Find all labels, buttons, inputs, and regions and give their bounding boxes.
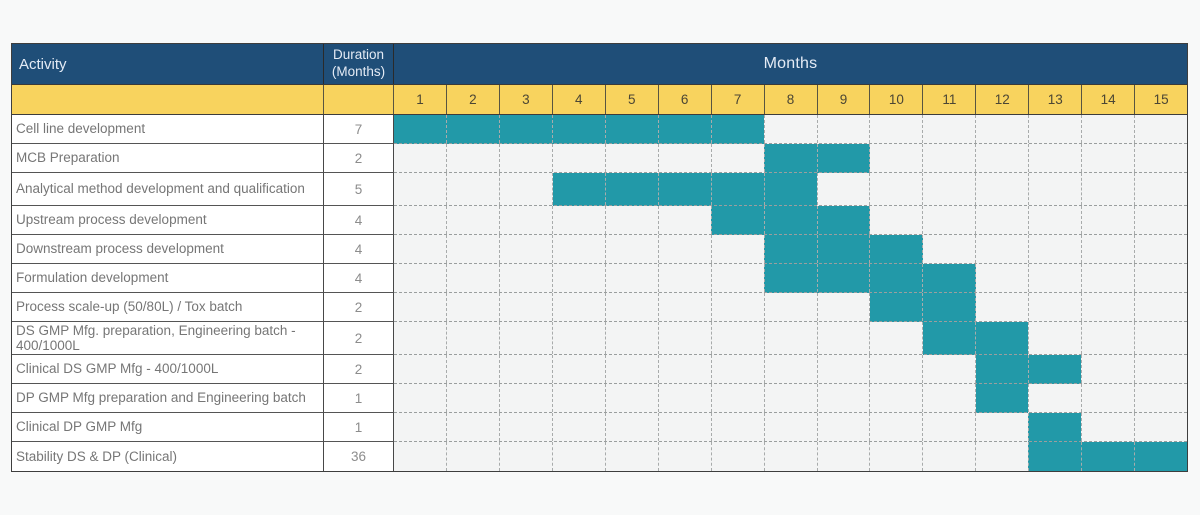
- duration-value: 4: [324, 235, 394, 264]
- month-header-cell: 6: [659, 85, 712, 114]
- header-activity: Activity: [12, 44, 324, 84]
- duration-value: 7: [324, 115, 394, 144]
- month-header-cell: 1: [394, 85, 447, 114]
- table-row: Formulation development 4: [12, 264, 1187, 293]
- month-header-cell: 14: [1082, 85, 1136, 114]
- gantt-bar: [552, 173, 817, 206]
- month-header-cell: 12: [976, 85, 1030, 114]
- gantt-bar: [764, 235, 923, 264]
- month-header-cell: 10: [870, 85, 924, 114]
- activity-label: DS GMP Mfg. preparation, Engineering bat…: [12, 322, 324, 355]
- gantt-bar: [975, 355, 1082, 384]
- gantt-row-timeline: [394, 293, 1187, 322]
- month-header-cell: 11: [923, 85, 977, 114]
- table-row: DP GMP Mfg preparation and Engineering b…: [12, 384, 1187, 413]
- table-row: Clinical DS GMP Mfg - 400/1000L 2: [12, 355, 1187, 384]
- duration-value: 5: [324, 173, 394, 206]
- month-header-cell: 5: [606, 85, 659, 114]
- month-header-cell: 3: [500, 85, 553, 114]
- duration-value: 1: [324, 413, 394, 442]
- gantt-row-timeline: [394, 442, 1187, 471]
- activity-label: Upstream process development: [12, 206, 324, 235]
- activity-label: Stability DS & DP (Clinical): [12, 442, 324, 471]
- month-header-cell: 8: [765, 85, 818, 114]
- activity-label: Clinical DP GMP Mfg: [12, 413, 324, 442]
- table-row: Upstream process development 4: [12, 206, 1187, 235]
- gantt-bar: [869, 293, 976, 322]
- gantt-row-timeline: [394, 206, 1187, 235]
- month-header-cell: 9: [818, 85, 871, 114]
- table-row: Cell line development 7: [12, 115, 1187, 144]
- gantt-bar: [922, 322, 1029, 355]
- activity-label: MCB Preparation: [12, 144, 324, 173]
- activity-label: Formulation development: [12, 264, 324, 293]
- duration-value: 36: [324, 442, 394, 471]
- month-header-cell: 7: [712, 85, 765, 114]
- table-row: MCB Preparation 2: [12, 144, 1187, 173]
- grid-overlay: [394, 322, 1187, 355]
- grid-overlay: [394, 293, 1187, 322]
- gantt-bar: [764, 144, 870, 173]
- gantt-bar: [1028, 442, 1187, 471]
- gantt-row-timeline: [394, 384, 1187, 413]
- gantt-row-timeline: [394, 413, 1187, 442]
- gantt-row-timeline: [394, 235, 1187, 264]
- activity-label: Cell line development: [12, 115, 324, 144]
- gantt-row-timeline: [394, 355, 1187, 384]
- month-strip-duration-spacer: [324, 85, 394, 114]
- duration-value: 1: [324, 384, 394, 413]
- activity-label: Analytical method development and qualif…: [12, 173, 324, 206]
- month-strip-activity-spacer: [12, 85, 324, 114]
- activity-label: DP GMP Mfg preparation and Engineering b…: [12, 384, 324, 413]
- gantt-bar: [1028, 413, 1082, 442]
- gantt-row-timeline: [394, 144, 1187, 173]
- month-header-cell: 2: [447, 85, 500, 114]
- duration-value: 4: [324, 206, 394, 235]
- duration-value: 4: [324, 264, 394, 293]
- duration-value: 2: [324, 144, 394, 173]
- activity-label: Clinical DS GMP Mfg - 400/1000L: [12, 355, 324, 384]
- duration-value: 2: [324, 355, 394, 384]
- gantt-row-timeline: [394, 173, 1187, 206]
- month-header-cell: 4: [553, 85, 606, 114]
- table-row: Process scale-up (50/80L) / Tox batch 2: [12, 293, 1187, 322]
- table-row: Clinical DP GMP Mfg 1: [12, 413, 1187, 442]
- duration-value: 2: [324, 293, 394, 322]
- activity-label: Process scale-up (50/80L) / Tox batch: [12, 293, 324, 322]
- table-row: Stability DS & DP (Clinical) 36: [12, 442, 1187, 471]
- month-header-cell: 13: [1029, 85, 1083, 114]
- grid-overlay: [394, 384, 1187, 413]
- gantt-bar: [764, 264, 976, 293]
- activity-label: Downstream process development: [12, 235, 324, 264]
- gantt-row-timeline: [394, 115, 1187, 144]
- duration-value: 2: [324, 322, 394, 355]
- month-header-cell: 15: [1153, 92, 1169, 107]
- gantt-bar: [394, 115, 765, 144]
- gantt-bar: [975, 384, 1029, 413]
- header-row: Activity Duration (Months) Months: [12, 44, 1187, 84]
- gantt-row-timeline: [394, 264, 1187, 293]
- gantt-row-timeline: [394, 322, 1187, 355]
- header-months-title: Months: [763, 55, 818, 72]
- table-row: DS GMP Mfg. preparation, Engineering bat…: [12, 322, 1187, 355]
- gantt-bar: [711, 206, 870, 235]
- table-row: Downstream process development 4: [12, 235, 1187, 264]
- month-strip-cells: 1 2 3 4 5 6 7 8 9 10 11 12 13 14 15: [394, 85, 1187, 114]
- gantt-rows: Cell line development 7 MCB Preparation 2 An…: [12, 115, 1187, 471]
- table-row: Analytical method development and qualif…: [12, 173, 1187, 206]
- header-duration-months: Duration (Months): [324, 44, 394, 84]
- month-strip: 1 2 3 4 5 6 7 8 9 10 11 12 13 14 15: [12, 84, 1187, 115]
